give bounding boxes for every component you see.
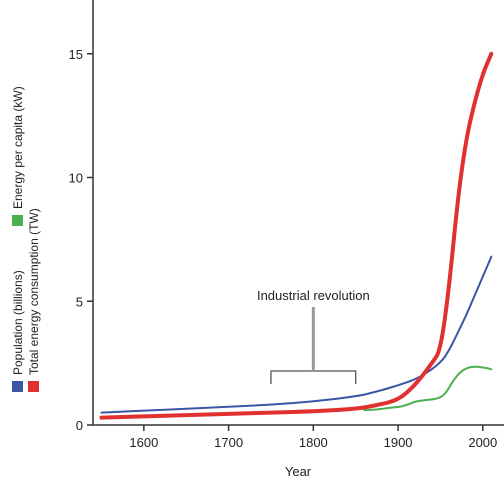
y-ticks: 0 5 10 15 <box>69 47 93 433</box>
legend-label-energy-per-capita: Energy per capita (kW) <box>11 86 25 209</box>
y-tick-label: 15 <box>69 47 83 62</box>
legend-swatch-total-energy <box>28 381 39 392</box>
series-layer <box>99 51 494 420</box>
series-line-energy-per-capita-kw <box>363 365 493 412</box>
y-tick-label: 10 <box>69 171 83 186</box>
x-tick-label: 1700 <box>214 435 243 450</box>
x-tick-label: 2000 <box>468 435 497 450</box>
x-axis-label: Year <box>285 464 312 479</box>
y-tick-label: 0 <box>76 418 83 433</box>
series-line-population-billions <box>100 255 493 414</box>
legend-swatch-population <box>12 381 23 392</box>
y-tick-label: 5 <box>76 294 83 309</box>
axes <box>92 0 504 426</box>
annotation-text: Industrial revolution <box>257 288 370 303</box>
x-tick-label: 1900 <box>384 435 413 450</box>
industrial-revolution-annotation: Industrial revolution <box>257 288 370 384</box>
x-tick-label: 1600 <box>129 435 158 450</box>
series-line-total-energy-consumption-tw <box>99 51 494 420</box>
legend-label-population: Population (billions) <box>11 270 25 375</box>
legend-label-total-energy: Total energy consumption (TW) <box>27 208 41 375</box>
x-tick-label: 1800 <box>299 435 328 450</box>
x-ticks: 1600 1700 1800 1900 2000 <box>129 425 497 450</box>
legend: Population (billions) Total energy consu… <box>11 86 41 392</box>
annotation-bracket <box>270 370 357 384</box>
legend-swatch-energy-per-capita <box>12 215 23 226</box>
